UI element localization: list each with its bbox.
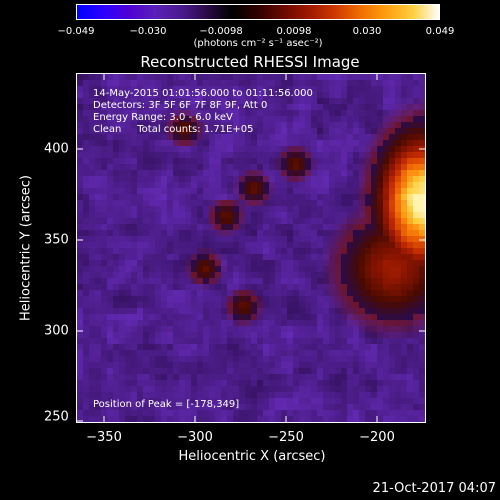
image-panel: 14-May-2015 01:01:56.000 to 01:11:56.000… [76,73,426,423]
colorbar-tick-label: −0.049 [57,26,95,37]
colorbar-tick-label: 0.049 [425,26,455,37]
info-energy-range: Energy Range: 3.0 - 6.0 keV [93,112,233,123]
x-tick-label: −350 [86,430,122,445]
info-peak-position: Position of Peak = [-178,349] [93,399,240,410]
info-time-range: 14-May-2015 01:01:56.000 to 01:11:56.000 [93,88,313,99]
colorbar-units-label: (photons cm⁻² s⁻¹ asec⁻²) [193,38,323,49]
colorbar [76,4,440,20]
y-tick-label: 250 [44,409,69,425]
y-tick-label: 350 [44,232,69,248]
colorbar-tick-label: −0.0098 [199,26,243,37]
y-axis-label: Heliocentric Y (arcsec) [18,175,34,321]
y-tick-label: 300 [44,323,69,339]
colorbar-tick-label: 0.0098 [276,26,312,37]
x-tick-label: −300 [177,430,213,445]
plot-title: Reconstructed RHESSI Image [140,53,360,71]
rhessi-image [77,74,425,422]
colorbar-tick-label: 0.030 [352,26,382,37]
timestamp: 21-Oct-2017 04:07 [372,481,496,496]
colorbar-tick-label: −0.030 [129,26,167,37]
x-axis-label: Heliocentric X (arcsec) [178,449,326,464]
y-tick-label: 400 [44,141,69,157]
x-tick-label: −200 [359,430,395,445]
info-algorithm: Clean Total counts: 1.71E+05 [93,124,254,135]
x-tick-label: −250 [268,430,304,445]
info-detectors: Detectors: 3F 5F 6F 7F 8F 9F, Att 0 [93,100,268,111]
